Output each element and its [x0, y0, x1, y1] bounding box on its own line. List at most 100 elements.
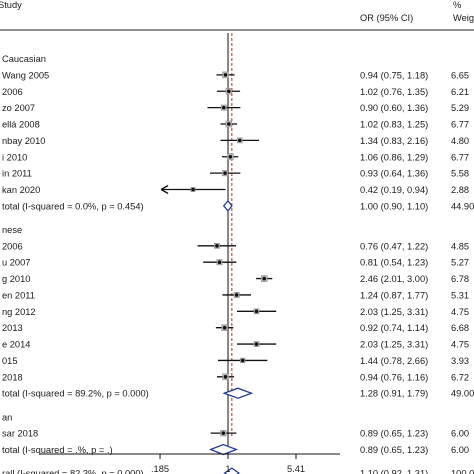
study-ci-text: 2.46 (2.01, 3.00): [360, 274, 428, 284]
overall-diamond: [223, 467, 240, 474]
point-estimate: [240, 358, 245, 363]
point-estimate: [191, 187, 195, 192]
study-weight: 4.75: [451, 340, 469, 350]
study-label: 2018: [2, 372, 23, 382]
header-study: Study: [0, 0, 22, 10]
overall-label: rall (I-squared = 82.3%, p = 0.000): [2, 469, 144, 474]
x-tick-label: 1: [225, 464, 230, 474]
study-weight: 6.77: [451, 120, 469, 130]
point-estimate: [226, 122, 231, 126]
study-ci-text: 0.81 (0.54, 1.23): [360, 258, 428, 268]
overall-ci-text: 1.10 (0.92, 1.31): [360, 469, 428, 474]
point-estimate: [221, 105, 226, 110]
point-estimate: [254, 342, 259, 346]
study-label: ellá 2008: [2, 120, 40, 130]
study-weight: 6.65: [451, 70, 469, 80]
study-weight: 6.78: [451, 274, 469, 284]
point-estimate: [237, 138, 242, 143]
point-estimate: [234, 293, 239, 297]
study-label: kan 2020: [2, 185, 40, 195]
subtotal-weight: 6.00: [451, 445, 469, 455]
study-ci-text: 0.94 (0.76, 1.16): [360, 372, 428, 382]
study-label: nbay 2010: [2, 136, 45, 146]
study-weight: 5.58: [451, 169, 469, 179]
study-label: 015: [2, 356, 18, 366]
study-weight: 3.93: [451, 356, 469, 366]
header-weight-pct: %: [453, 0, 461, 10]
point-estimate: [217, 260, 222, 265]
subtotal-label: total (I-squared = .%, p = .): [2, 445, 113, 455]
study-weight: 6.72: [451, 372, 469, 382]
x-tick-label: 5.41: [287, 464, 305, 474]
point-estimate: [262, 276, 267, 281]
study-label: ng 2012: [2, 307, 36, 317]
study-weight: 6.68: [451, 323, 469, 333]
study-ci-text: 1.44 (0.78, 2.66): [360, 356, 428, 366]
study-ci-text: 0.93 (0.64, 1.36): [360, 169, 428, 179]
subtotal-label: total (I-squared = 0.0%, p = 0.454): [2, 201, 144, 211]
study-ci-text: 2.03 (1.25, 3.31): [360, 340, 428, 350]
study-ci-text: 1.06 (0.86, 1.29): [360, 152, 428, 162]
subtotal-weight: 44.90: [451, 201, 474, 211]
subtotal-diamond: [222, 387, 254, 399]
study-label: i 2010: [2, 152, 27, 162]
study-weight: 5.31: [451, 290, 469, 300]
study-weight: 4.85: [451, 241, 469, 251]
subtotal-weight: 49.00: [451, 389, 474, 399]
study-ci-text: 1.02 (0.76, 1.35): [360, 87, 428, 97]
study-label: e 2014: [2, 340, 30, 350]
group-label: nese: [2, 225, 22, 235]
subtotal-label: total (I-squared = 89.2%, p = 0.000): [2, 389, 149, 399]
study-ci-text: 0.89 (0.65, 1.23): [360, 429, 428, 439]
subtotal-diamond: [208, 443, 239, 456]
study-ci-text: 0.76 (0.47, 1.22): [360, 241, 428, 251]
ci-arrow: [160, 184, 169, 195]
study-weight: 6.77: [451, 152, 469, 162]
study-ci-text: 0.92 (0.74, 1.14): [360, 323, 428, 333]
subtotal-ci-text: 1.28 (0.91, 1.79): [360, 389, 428, 399]
point-estimate: [226, 89, 231, 94]
study-weight: 5.27: [451, 258, 469, 268]
study-ci-text: 2.03 (1.25, 3.31): [360, 307, 428, 317]
study-weight: 5.29: [451, 103, 469, 113]
point-estimate: [215, 244, 219, 248]
study-label: u 2007: [2, 258, 30, 268]
study-ci-text: 1.24 (0.87, 1.77): [360, 290, 428, 300]
study-label: en 2011: [2, 290, 35, 300]
overall-weight: 100.00: [451, 469, 474, 474]
x-tick-label: .185: [151, 464, 169, 474]
point-estimate: [223, 73, 228, 77]
subtotal-diamond: [222, 199, 233, 212]
study-weight: 4.80: [451, 136, 469, 146]
study-ci-text: 1.34 (0.83, 2.16): [360, 136, 428, 146]
study-label: in 2011: [2, 169, 32, 179]
point-estimate: [228, 154, 233, 159]
study-ci-text: 0.94 (0.75, 1.18): [360, 70, 428, 80]
study-weight: 2.88: [451, 185, 469, 195]
study-ci-text: 0.42 (0.19, 0.94): [360, 185, 428, 195]
study-weight: 6.21: [451, 87, 469, 97]
subtotal-ci-text: 0.89 (0.65, 1.23): [360, 445, 428, 455]
study-weight: 4.75: [451, 307, 469, 317]
point-estimate: [221, 431, 226, 435]
study-ci-text: 1.02 (0.83, 1.25): [360, 120, 428, 130]
study-label: Wang 2005: [2, 70, 49, 80]
study-label: 2013: [2, 323, 23, 333]
study-ci-text: 0.90 (0.60, 1.36): [360, 103, 428, 113]
point-estimate: [254, 309, 259, 314]
study-weight: 6.00: [451, 429, 469, 439]
study-label: g 2010: [2, 274, 30, 284]
header-weight: Weight: [453, 13, 474, 23]
study-label: 2006: [2, 241, 23, 251]
group-label: an: [2, 412, 12, 422]
point-estimate: [223, 171, 227, 175]
study-label: 2006: [2, 87, 23, 97]
group-label: Caucasian: [2, 54, 46, 64]
study-label: sar 2018: [2, 429, 38, 439]
point-estimate: [223, 375, 228, 379]
study-label: zo 2007: [2, 103, 35, 113]
header-or-ci: OR (95% CI): [360, 13, 413, 23]
subtotal-ci-text: 1.00 (0.90, 1.10): [360, 201, 428, 211]
point-estimate: [222, 325, 227, 330]
